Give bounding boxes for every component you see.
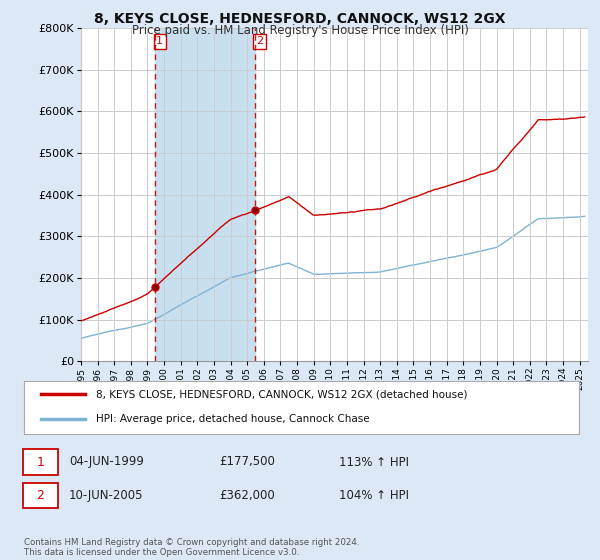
- Bar: [155, 28, 254, 361]
- Text: Price paid vs. HM Land Registry's House Price Index (HPI): Price paid vs. HM Land Registry's House …: [131, 24, 469, 37]
- Text: 1: 1: [37, 455, 44, 469]
- Text: £177,500: £177,500: [219, 455, 275, 469]
- Text: 04-JUN-1999: 04-JUN-1999: [69, 455, 144, 469]
- Text: 10-JUN-2005: 10-JUN-2005: [69, 489, 143, 502]
- Text: 1: 1: [157, 36, 163, 46]
- Text: HPI: Average price, detached house, Cannock Chase: HPI: Average price, detached house, Cann…: [96, 414, 370, 424]
- Text: 113% ↑ HPI: 113% ↑ HPI: [339, 455, 409, 469]
- Text: 104% ↑ HPI: 104% ↑ HPI: [339, 489, 409, 502]
- Text: Contains HM Land Registry data © Crown copyright and database right 2024.
This d: Contains HM Land Registry data © Crown c…: [24, 538, 359, 557]
- Text: £362,000: £362,000: [219, 489, 275, 502]
- Text: 2: 2: [256, 36, 263, 46]
- Text: 2: 2: [37, 489, 44, 502]
- Text: 8, KEYS CLOSE, HEDNESFORD, CANNOCK, WS12 2GX: 8, KEYS CLOSE, HEDNESFORD, CANNOCK, WS12…: [94, 12, 506, 26]
- Text: 8, KEYS CLOSE, HEDNESFORD, CANNOCK, WS12 2GX (detached house): 8, KEYS CLOSE, HEDNESFORD, CANNOCK, WS12…: [96, 389, 467, 399]
